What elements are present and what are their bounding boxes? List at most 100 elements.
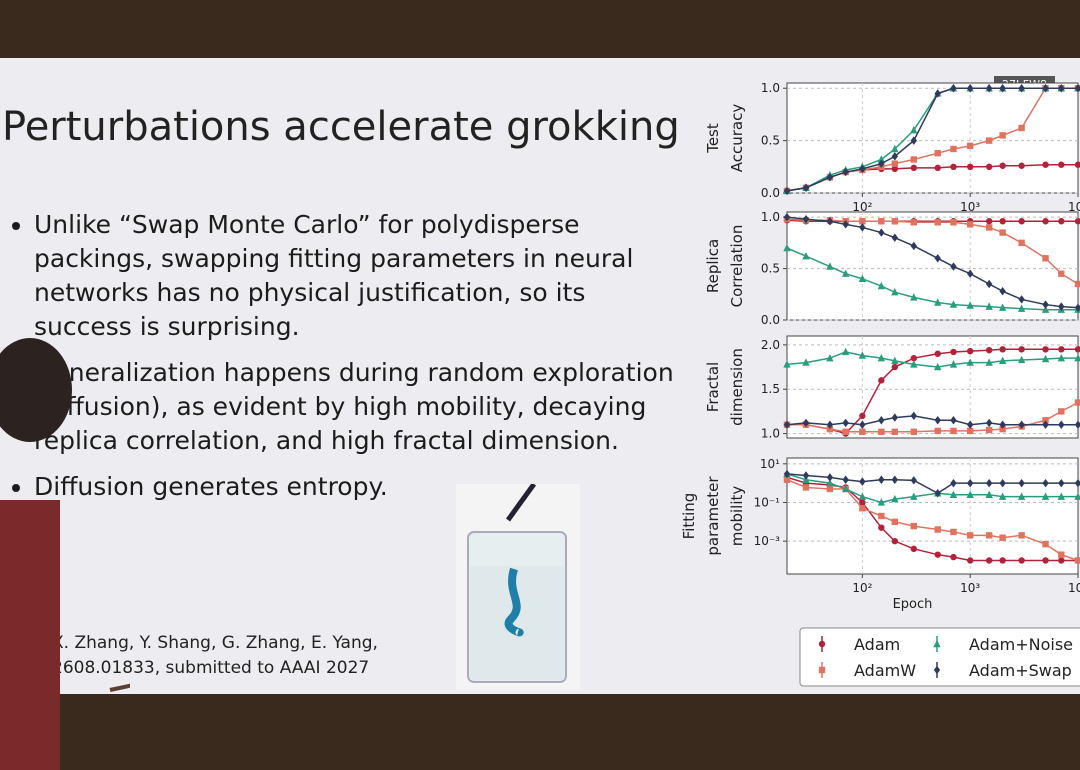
- legend-label: Adam+Noise: [969, 635, 1073, 654]
- marker: [999, 84, 1006, 93]
- marker: [841, 484, 850, 493]
- marker: [826, 217, 834, 226]
- marker: [1018, 295, 1025, 304]
- marker: [1074, 84, 1080, 93]
- marker: [858, 492, 867, 500]
- marker: [934, 526, 941, 533]
- marker: [1018, 84, 1025, 93]
- marker: [841, 347, 850, 356]
- marker: [966, 532, 974, 539]
- marker: [802, 358, 810, 366]
- y-axis-label: Fitting: [680, 493, 698, 540]
- marker: [802, 471, 810, 480]
- marker: [1074, 557, 1080, 564]
- marker: [934, 254, 941, 263]
- marker: [966, 84, 974, 93]
- marker: [1017, 492, 1026, 500]
- marker: [1074, 161, 1080, 168]
- marker: [826, 173, 834, 182]
- bullet: Generalization happens during random exp…: [34, 356, 684, 458]
- marker: [1058, 270, 1065, 277]
- marker: [934, 489, 941, 498]
- marker: [891, 494, 899, 503]
- marker: [859, 499, 866, 506]
- bullet-list: Unlike “Swap Monte Carlo” for polydisper…: [10, 208, 684, 516]
- marker: [934, 219, 941, 226]
- marker: [1042, 417, 1049, 424]
- marker: [1041, 354, 1050, 363]
- legend-label: Adam+Swap: [969, 661, 1072, 680]
- marker: [858, 351, 867, 359]
- marker: [966, 358, 974, 366]
- slide: Perturbations accelerate grokking Unlike…: [0, 58, 1080, 694]
- marker: [910, 293, 918, 301]
- marker: [1058, 161, 1065, 168]
- marker: [985, 279, 993, 289]
- marker: [966, 163, 974, 171]
- marker: [859, 218, 866, 225]
- marker: [999, 478, 1006, 488]
- beaker-image: [456, 484, 580, 690]
- marker: [891, 428, 899, 435]
- marker: [985, 137, 993, 144]
- marker: [949, 360, 958, 368]
- marker: [1018, 420, 1025, 429]
- y-tick-label: 1.0: [761, 427, 780, 441]
- y-axis-label: dimension: [728, 348, 746, 426]
- marker: [966, 557, 974, 564]
- y-tick-label: 1.0: [761, 210, 780, 224]
- marker: [999, 132, 1006, 139]
- marker: [999, 557, 1006, 564]
- marker: [1074, 478, 1080, 488]
- marker: [859, 477, 866, 486]
- y-axis-label: Replica: [704, 239, 722, 293]
- marker: [934, 164, 941, 172]
- marker: [1074, 420, 1080, 429]
- marker: [859, 420, 866, 429]
- marker: [985, 218, 993, 225]
- marker: [783, 212, 791, 222]
- y-axis-label: Fractal: [704, 362, 722, 412]
- x-tick-label: 10³: [960, 581, 980, 595]
- marker: [934, 416, 941, 425]
- marker: [891, 518, 899, 526]
- marker: [1058, 346, 1065, 353]
- marker: [1074, 346, 1080, 353]
- marker: [877, 281, 886, 290]
- marker: [802, 215, 810, 224]
- marker: [985, 224, 993, 231]
- bullet: Diffusion generates entropy.: [34, 470, 684, 504]
- marker: [878, 159, 885, 168]
- marker: [910, 219, 918, 226]
- marker: [934, 298, 942, 306]
- marker: [1058, 218, 1065, 225]
- marker: [1042, 255, 1049, 262]
- marker: [966, 427, 974, 435]
- marker: [1042, 557, 1049, 564]
- marker: [934, 149, 941, 157]
- marker: [950, 262, 957, 271]
- marker: [1074, 218, 1080, 225]
- marker: [859, 428, 866, 435]
- marker: [985, 84, 993, 93]
- marker: [966, 142, 974, 150]
- marker: [999, 287, 1006, 296]
- plot-area: [786, 335, 1079, 439]
- y-tick-label: 10⁻¹: [754, 495, 781, 509]
- marker: [891, 356, 899, 365]
- legend-label: AdamW: [854, 661, 916, 680]
- marker: [985, 532, 993, 539]
- marker: [950, 145, 957, 153]
- marker: [985, 358, 993, 366]
- marker: [1042, 540, 1049, 548]
- marker: [910, 125, 918, 134]
- marker: [1042, 346, 1049, 353]
- marker: [1058, 408, 1065, 415]
- citation: X. Zhang, Y. Shang, G. Zhang, E. Yang,: [52, 633, 378, 653]
- marker: [877, 155, 886, 163]
- marker: [891, 363, 899, 371]
- marker: [859, 412, 866, 420]
- y-axis-label: parameter: [704, 476, 722, 556]
- marker: [999, 534, 1006, 541]
- citation: 2608.01833, submitted to AAAI 2027: [52, 658, 370, 678]
